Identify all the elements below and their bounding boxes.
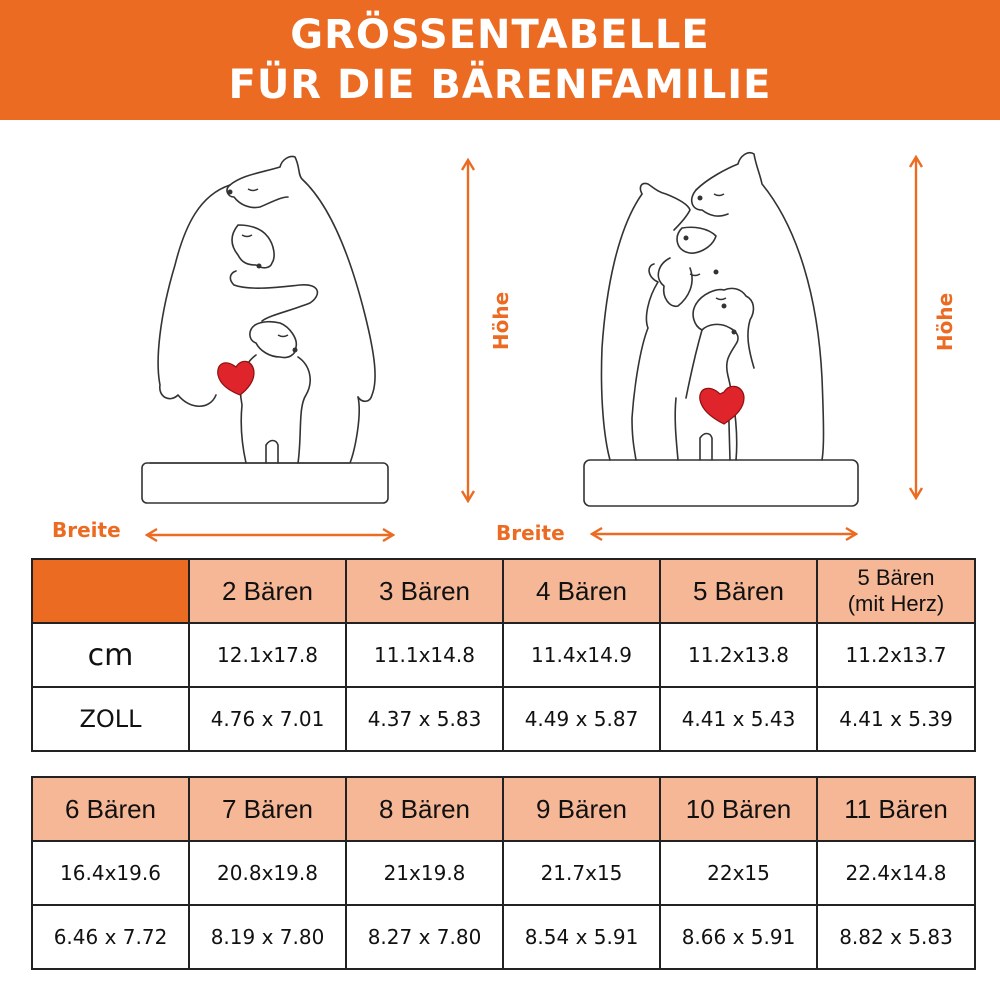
- header-cell: 7 Bären: [188, 776, 347, 842]
- header-cell: 5 Bären (mit Herz): [816, 558, 976, 624]
- value-cell: 20.8x19.8: [188, 840, 347, 906]
- table-row: 6.46 x 7.72 8.19 x 7.80 8.27 x 7.80 8.54…: [31, 904, 976, 970]
- title-line-1: GRÖSSENTABELLE: [290, 12, 710, 58]
- height-arrow-left: [458, 158, 478, 503]
- value-cell: 8.27 x 7.80: [345, 904, 504, 970]
- bear-illustration-right: [583, 151, 859, 507]
- table-row: ZOLL 4.76 x 7.01 4.37 x 5.83 4.49 x 5.87…: [31, 686, 976, 752]
- value-cell: 11.2x13.8: [659, 622, 818, 688]
- table-header-row: 2 Bären 3 Bären 4 Bären 5 Bären 5 Bären …: [31, 558, 976, 624]
- value-cell: 8.19 x 7.80: [188, 904, 347, 970]
- corner-cell: [31, 558, 190, 624]
- width-arrow-right: [590, 524, 858, 544]
- value-cell: 11.1x14.8: [345, 622, 504, 688]
- value-cell: 22x15: [659, 840, 818, 906]
- value-cell: 4.41 x 5.43: [659, 686, 818, 752]
- value-cell: 16.4x19.6: [31, 840, 190, 906]
- value-cell: 4.76 x 7.01: [188, 686, 347, 752]
- header-cell: 11 Bären: [816, 776, 976, 842]
- size-table-2: 6 Bären 7 Bären 8 Bären 9 Bären 10 Bären…: [31, 776, 976, 970]
- value-cell: 4.49 x 5.87: [502, 686, 661, 752]
- heart-icon: [699, 385, 745, 425]
- height-label-right: Höhe: [933, 292, 957, 352]
- value-cell: 22.4x14.8: [816, 840, 976, 906]
- width-label-left: Breite: [52, 518, 121, 542]
- table-row: cm 12.1x17.8 11.1x14.8 11.4x14.9 11.2x13…: [31, 622, 976, 688]
- bear-illustration-left: [141, 155, 389, 504]
- value-cell: 11.4x14.9: [502, 622, 661, 688]
- height-label-left: Höhe: [489, 291, 513, 351]
- width-arrow-left: [145, 525, 395, 545]
- value-cell: 11.2x13.7: [816, 622, 976, 688]
- value-cell: 12.1x17.8: [188, 622, 347, 688]
- value-cell: 8.66 x 5.91: [659, 904, 818, 970]
- unit-cell: ZOLL: [31, 686, 190, 752]
- header-cell: 9 Bären: [502, 776, 661, 842]
- header-line: 5 Bären: [857, 565, 935, 590]
- vertical-double-arrow-icon: [908, 155, 924, 500]
- value-cell: 6.46 x 7.72: [31, 904, 190, 970]
- value-cell: 8.82 x 5.83: [816, 904, 976, 970]
- size-table-1: 2 Bären 3 Bären 4 Bären 5 Bären 5 Bären …: [31, 558, 976, 752]
- header-line: (mit Herz): [847, 591, 945, 616]
- table-row: 16.4x19.6 20.8x19.8 21x19.8 21.7x15 22x1…: [31, 840, 976, 906]
- figure-bear-family: [578, 148, 868, 513]
- value-cell: 4.37 x 5.83: [345, 686, 504, 752]
- header-cell: 6 Bären: [31, 776, 190, 842]
- height-arrow-right: [906, 155, 926, 500]
- horizontal-double-arrow-icon: [590, 526, 858, 542]
- width-label-right: Breite: [496, 521, 565, 545]
- figure-three-bears: [130, 145, 400, 515]
- vertical-double-arrow-icon: [460, 158, 476, 503]
- header-cell: 5 Bären: [659, 558, 818, 624]
- title-line-2: FÜR DIE BÄRENFAMILIE: [228, 62, 772, 108]
- value-cell: 4.41 x 5.39: [816, 686, 976, 752]
- value-cell: 8.54 x 5.91: [502, 904, 661, 970]
- header-cell: 8 Bären: [345, 776, 504, 842]
- horizontal-double-arrow-icon: [145, 527, 395, 543]
- header-cell: 4 Bären: [502, 558, 661, 624]
- value-cell: 21x19.8: [345, 840, 504, 906]
- heart-icon: [217, 360, 255, 396]
- title-banner: GRÖSSENTABELLE FÜR DIE BÄRENFAMILIE: [0, 0, 1000, 120]
- table-header-row: 6 Bären 7 Bären 8 Bären 9 Bären 10 Bären…: [31, 776, 976, 842]
- header-cell: 10 Bären: [659, 776, 818, 842]
- header-cell: 3 Bären: [345, 558, 504, 624]
- unit-cell: cm: [31, 622, 190, 688]
- value-cell: 21.7x15: [502, 840, 661, 906]
- header-cell: 2 Bären: [188, 558, 347, 624]
